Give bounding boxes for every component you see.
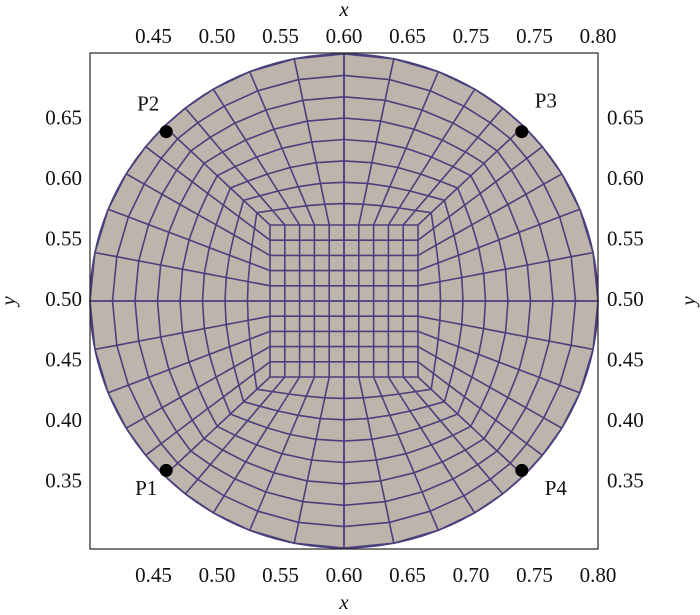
mesh-radial xyxy=(417,125,525,226)
mesh-radial xyxy=(145,361,271,456)
mesh-radial xyxy=(372,71,440,226)
x2-tick-label: 0.60 xyxy=(326,24,363,48)
point-label: P4 xyxy=(545,476,568,500)
y-tick-label: 0.50 xyxy=(45,287,82,311)
point xyxy=(515,125,529,139)
x2-tick-label: 0.45 xyxy=(135,24,172,48)
x2-tick-label: 0.75 xyxy=(453,24,490,48)
y2-tick-label: 0.35 xyxy=(607,468,644,492)
y-tick-label: 0.35 xyxy=(45,468,82,492)
mesh xyxy=(89,53,599,549)
mesh-radial xyxy=(402,107,504,226)
mesh-radial xyxy=(387,88,476,226)
mesh-radial xyxy=(248,71,316,226)
mesh-radial xyxy=(417,345,563,429)
y2-tick-label: 0.50 xyxy=(607,287,644,311)
point xyxy=(515,463,529,477)
mesh-radial xyxy=(94,251,271,287)
mesh-radial xyxy=(372,376,440,531)
x-tick-label: 0.70 xyxy=(453,563,490,587)
mesh-radial xyxy=(293,58,330,226)
x-tick-label: 0.75 xyxy=(516,563,553,587)
x-tick-label: 0.45 xyxy=(135,563,172,587)
mesh-radial xyxy=(163,376,271,477)
mesh-radial xyxy=(125,345,271,429)
point xyxy=(159,125,173,139)
x-axis-label: x xyxy=(338,590,349,614)
mesh-radial xyxy=(163,125,271,226)
x-tick-label: 0.60 xyxy=(326,563,363,587)
point-label: P1 xyxy=(135,476,157,500)
mesh-radial xyxy=(248,376,316,531)
point-label: P2 xyxy=(137,91,159,115)
point xyxy=(159,463,173,477)
plot-frame xyxy=(89,52,599,550)
mesh-radial xyxy=(184,107,286,226)
mesh-radial xyxy=(184,376,286,495)
x2-tick-label: 0.75 xyxy=(516,24,553,48)
mesh-radial xyxy=(417,315,594,351)
y2-axis-label: y xyxy=(676,296,700,308)
y-tick-label: 0.55 xyxy=(45,226,82,250)
x2-tick-label: 0.80 xyxy=(580,24,617,48)
point-label: P3 xyxy=(535,88,557,112)
mesh-radial xyxy=(212,376,301,514)
y2-tick-label: 0.40 xyxy=(607,408,644,432)
x2-tick-label: 0.50 xyxy=(199,24,236,48)
mesh-radial xyxy=(212,88,301,226)
mesh-radial xyxy=(94,315,271,351)
y2-tick-label: 0.45 xyxy=(607,347,644,371)
y2-tick-label: 0.60 xyxy=(607,166,644,190)
mesh-radial xyxy=(417,146,543,241)
y-axis-label: y xyxy=(0,296,20,308)
mesh-radial xyxy=(417,251,594,287)
mesh-radial xyxy=(293,376,330,544)
y-tick-label: 0.40 xyxy=(45,408,82,432)
x-tick-label: 0.65 xyxy=(389,563,426,587)
mesh-radial xyxy=(417,361,543,456)
y2-tick-label: 0.55 xyxy=(607,226,644,250)
y-tick-label: 0.65 xyxy=(45,105,82,129)
mesh-radial xyxy=(107,208,271,272)
x-tick-label: 0.80 xyxy=(580,563,617,587)
mesh-radial xyxy=(358,376,395,544)
mesh-radial xyxy=(402,376,504,495)
y-tick-label: 0.45 xyxy=(45,347,82,371)
x-tick-label: 0.50 xyxy=(199,563,236,587)
mesh-radial xyxy=(417,208,581,272)
mesh-radial xyxy=(417,330,581,394)
x2-tick-label: 0.55 xyxy=(262,24,299,48)
mesh-radial xyxy=(125,173,271,257)
y-tick-label: 0.60 xyxy=(45,166,82,190)
mesh-radial xyxy=(107,330,271,394)
mesh-radial xyxy=(358,58,395,226)
x-tick-label: 0.55 xyxy=(262,563,299,587)
mesh-radial xyxy=(145,146,271,241)
mesh-radial xyxy=(417,173,563,257)
x2-axis-label: x xyxy=(338,0,349,21)
x2-tick-label: 0.65 xyxy=(389,24,426,48)
y2-tick-label: 0.65 xyxy=(607,105,644,129)
mesh-radial xyxy=(417,376,525,477)
mesh-radial xyxy=(387,376,476,514)
